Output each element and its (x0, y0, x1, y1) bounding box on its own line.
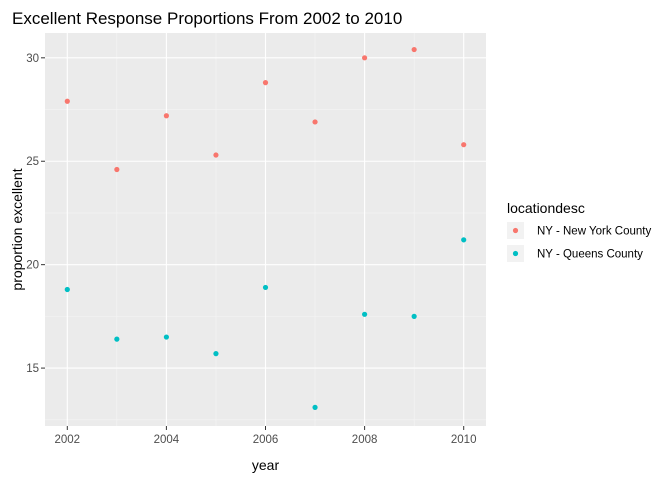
data-point-series-1-3 (213, 351, 219, 357)
x-axis: 2002 2004 2006 2008 2010 (55, 426, 477, 446)
data-point-series-0-6 (362, 55, 368, 61)
data-point-series-0-1 (114, 166, 120, 173)
y-tick-label: 15 (26, 363, 39, 375)
data-point-series-0-3 (213, 152, 219, 158)
data-point-series-0-8 (461, 142, 467, 148)
data-point-series-0-4 (262, 80, 269, 86)
data-point-series-1-0 (64, 286, 70, 293)
legend-title: locationdesc (507, 200, 585, 216)
major-gridlines (45, 33, 486, 426)
x-tick-label: 2002 (55, 434, 81, 446)
legend-key-point (512, 227, 519, 234)
data-point-series-1-2 (163, 334, 169, 340)
data-point-series-1-6 (362, 311, 368, 317)
data-point-series-0-7 (411, 46, 417, 53)
legend-label: NY - Queens County (537, 249, 643, 261)
data-point-series-1-5 (312, 404, 318, 410)
chart-title: Excellent Response Proportions From 2002… (12, 9, 402, 28)
y-axis: 15 20 25 30 (26, 53, 45, 375)
y-tick-label: 30 (26, 53, 39, 65)
x-tick-label: 2004 (154, 434, 180, 446)
data-point-series-1-4 (262, 284, 269, 291)
data-point-series-0-0 (64, 98, 70, 104)
data-point-series-1-7 (411, 313, 417, 319)
y-tick-label: 20 (26, 260, 39, 272)
y-axis-title: proportion excellent (9, 168, 25, 290)
legend-items: NY - New York County NY - Queens County (507, 222, 651, 262)
legend-key-point (512, 250, 519, 257)
data-point-series-1-1 (114, 336, 120, 342)
x-tick-label: 2010 (451, 434, 477, 446)
data-points (64, 46, 467, 410)
legend: locationdesc NY - New York County NY - Qu… (507, 200, 651, 262)
data-point-series-1-8 (461, 237, 467, 243)
x-axis-title: year (252, 457, 280, 473)
legend-label: NY - New York County (537, 226, 651, 238)
x-tick-label: 2008 (352, 434, 378, 446)
data-point-series-0-2 (163, 113, 169, 119)
data-point-series-0-5 (312, 119, 318, 125)
x-tick-label: 2006 (253, 434, 279, 446)
y-tick-label: 25 (26, 156, 39, 168)
